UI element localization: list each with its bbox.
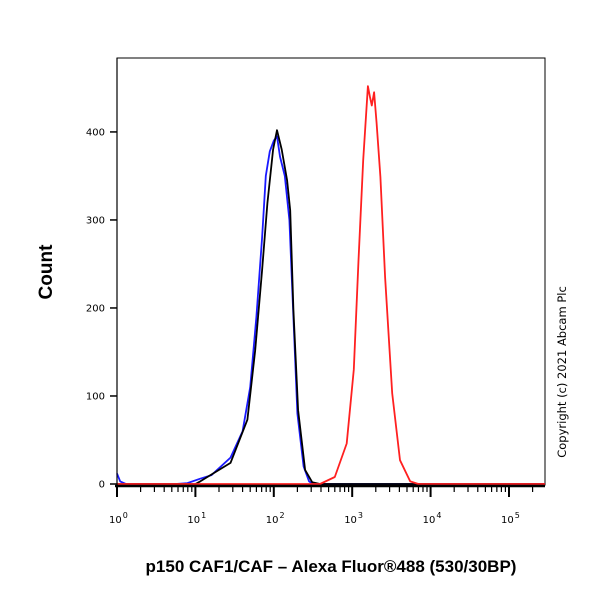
blue-histogram (116, 135, 545, 485)
series-group (116, 85, 545, 485)
x-tick-label: 100 (109, 511, 128, 526)
x-axis-label: p150 CAF1/CAF – Alexa Fluor®488 (530/30B… (146, 557, 517, 576)
black-histogram (117, 129, 545, 485)
x-tick-label: 103 (344, 511, 363, 526)
copyright-annotation: Copyright (c) 2021 Abcam Plc (555, 286, 569, 458)
y-tick-label: 300 (86, 215, 105, 226)
red-histogram (117, 85, 545, 485)
x-tick-label: 101 (187, 511, 206, 526)
y-tick-label: 0 (99, 480, 105, 491)
y-axis-label: Count (36, 244, 57, 300)
y-axis: 0 100 200 300 400 (86, 127, 117, 491)
y-tick-label: 200 (86, 303, 105, 314)
x-tick-label: 105 (501, 511, 520, 526)
x-axis: 100 101 102 103 104 105 (109, 486, 534, 526)
y-tick-label: 400 (86, 127, 105, 138)
x-tick-label: 102 (266, 511, 285, 526)
y-tick-label: 100 (86, 391, 105, 402)
plot-frame (116, 57, 546, 486)
x-tick-label: 104 (423, 511, 442, 526)
